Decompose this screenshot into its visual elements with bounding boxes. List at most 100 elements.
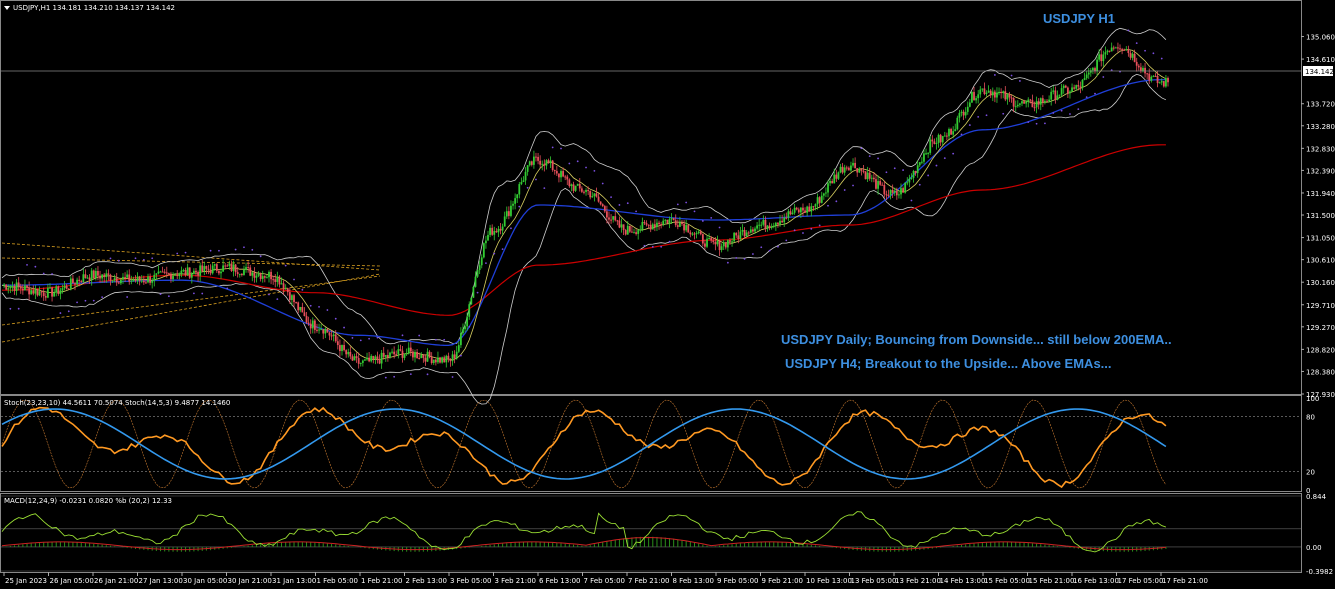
candle-body (132, 280, 135, 282)
sar-dot (551, 146, 554, 149)
sar-dot (943, 157, 946, 160)
candle-body (881, 184, 884, 186)
sar-dot (142, 258, 145, 261)
candle-body (996, 92, 998, 98)
annotation-daily: USDJPY Daily; Bouncing from Downside... … (781, 332, 1172, 347)
candle-body (80, 281, 83, 283)
candle-body (1129, 52, 1132, 58)
candle-body (1052, 90, 1055, 92)
candle-body (184, 270, 187, 276)
price-tick-label: 129.710 (1306, 302, 1335, 310)
candle-body (90, 270, 93, 281)
candle-body (931, 139, 934, 142)
candle-body (616, 220, 619, 222)
sar-dot (393, 375, 396, 378)
candle-body (311, 320, 314, 329)
time-tick-label: 1 Feb 21:00 (361, 577, 402, 585)
candle-body (159, 271, 162, 273)
candle-body (764, 219, 767, 230)
candle-body (201, 265, 204, 271)
sar-dot (860, 147, 863, 150)
sar-dot (268, 293, 270, 296)
candle-body (1108, 50, 1111, 52)
candle-body (599, 201, 602, 205)
candle-body (1019, 103, 1021, 105)
candle-body (950, 129, 952, 135)
candle-body (439, 357, 441, 363)
candle-body (827, 183, 829, 193)
candle-body (1094, 68, 1096, 72)
candle-body (234, 264, 237, 273)
candle-body (777, 222, 779, 225)
candle-body (806, 206, 809, 213)
candle-body (1131, 53, 1134, 58)
candle-body (1139, 67, 1142, 71)
candle-body (633, 232, 635, 234)
sar-dot (626, 202, 629, 205)
candle-body (923, 153, 925, 162)
candle-body (793, 207, 796, 213)
candle-body (1119, 48, 1121, 50)
candle-body (1008, 94, 1011, 98)
candle-body (697, 231, 700, 234)
candle-body (276, 276, 279, 282)
sar-dot (459, 354, 462, 357)
candle-body (774, 222, 777, 226)
sar-dot (176, 252, 179, 255)
candle-body (835, 174, 838, 179)
candle-body (987, 90, 990, 93)
candle-body (960, 111, 963, 113)
price-tick-label: 132.830 (1306, 145, 1335, 153)
candle-body (28, 287, 31, 295)
candle-body (743, 229, 746, 237)
candle-body (1050, 91, 1053, 100)
stoch-tick-label: 100 (1306, 395, 1319, 403)
candle-body (631, 231, 633, 233)
dropdown-arrow-icon[interactable] (4, 6, 10, 10)
candle-body (24, 285, 26, 291)
candle-body (92, 270, 95, 279)
candle-body (11, 285, 14, 287)
sar-dot (468, 325, 471, 328)
candle-body (522, 180, 525, 183)
candle-body (971, 91, 973, 103)
candle-body (754, 228, 756, 232)
candle-body (40, 291, 43, 293)
candle-body (3, 284, 5, 286)
candle-body (989, 90, 992, 96)
sar-dot (685, 201, 688, 204)
candle-body (109, 274, 112, 281)
candle-body (1112, 47, 1115, 49)
sar-dot (443, 338, 446, 341)
candle-body (351, 356, 354, 361)
candle-body (510, 205, 512, 216)
candle-body (858, 168, 861, 173)
sar-dot (1102, 76, 1105, 78)
sar-dot (351, 337, 354, 339)
candle-body (902, 188, 904, 193)
candle-body (685, 225, 688, 231)
candle-body (1029, 99, 1032, 101)
candle-body (67, 288, 70, 290)
candle-body (1110, 47, 1113, 52)
candle-body (547, 160, 550, 164)
candlesticks[interactable] (3, 42, 1169, 369)
sar-dot (852, 184, 854, 187)
time-tick-label: 7 Feb 21:00 (628, 577, 669, 585)
candle-body (566, 176, 569, 180)
candle-body (261, 276, 264, 279)
candle-body (1046, 100, 1048, 102)
sar-dot (1077, 108, 1080, 111)
candle-body (585, 190, 587, 192)
candle-body (1002, 91, 1005, 94)
candle-body (309, 323, 312, 329)
sar-dot (76, 301, 78, 304)
candle-body (503, 216, 506, 227)
sar-dot (793, 229, 796, 232)
candle-body (113, 278, 116, 281)
candle-body (535, 156, 537, 158)
candle-body (1114, 47, 1117, 49)
candle-body (49, 287, 51, 289)
sar-dot (968, 124, 971, 126)
